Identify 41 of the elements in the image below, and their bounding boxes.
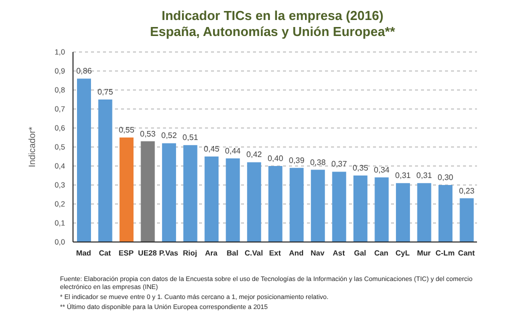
data-label: 0,86 [76, 66, 92, 76]
bar [417, 183, 432, 242]
bar [460, 198, 474, 242]
chart-subtitle: España, Autonomías y Unión Europea** [148, 24, 396, 40]
bar [353, 176, 368, 242]
data-label: 0,35 [352, 164, 369, 172]
data-label: 0,31 [416, 171, 433, 180]
data-label: 0,38 [310, 158, 326, 167]
bar [374, 177, 389, 242]
data-label: 0,45 [204, 144, 220, 154]
data-label: 0,30 [438, 173, 454, 182]
data-label: 0,31 [395, 171, 412, 180]
data-label: 0,34 [374, 165, 390, 174]
data-label: 0,53 [140, 129, 156, 138]
bar [98, 100, 112, 242]
bar [268, 166, 282, 242]
data-label: 0,51 [182, 133, 199, 142]
bar [77, 78, 91, 242]
bar [120, 138, 134, 242]
bar [332, 172, 346, 242]
y-axis-title: Indicador* [27, 126, 38, 168]
bar [162, 143, 176, 242]
bar [226, 158, 240, 242]
data-label: 0,39 [288, 156, 305, 165]
data-label: 0,44 [225, 146, 242, 156]
bar [310, 170, 325, 242]
bar [204, 156, 219, 242]
bar [140, 141, 155, 242]
data-label: 0,52 [161, 131, 178, 140]
data-label: 0,55 [118, 126, 135, 134]
data-label: 0,75 [97, 88, 114, 96]
chart-title: Indicador TICs en la empresa (2016) [160, 8, 384, 24]
bar [247, 162, 262, 242]
bar [396, 183, 410, 242]
data-label: 0,40 [268, 154, 284, 163]
bar [290, 168, 304, 242]
data-label: 0,23 [458, 186, 476, 196]
bar [438, 185, 452, 242]
bar [183, 145, 198, 242]
data-label: 0,42 [246, 150, 262, 160]
data-label: 0,37 [331, 160, 348, 169]
